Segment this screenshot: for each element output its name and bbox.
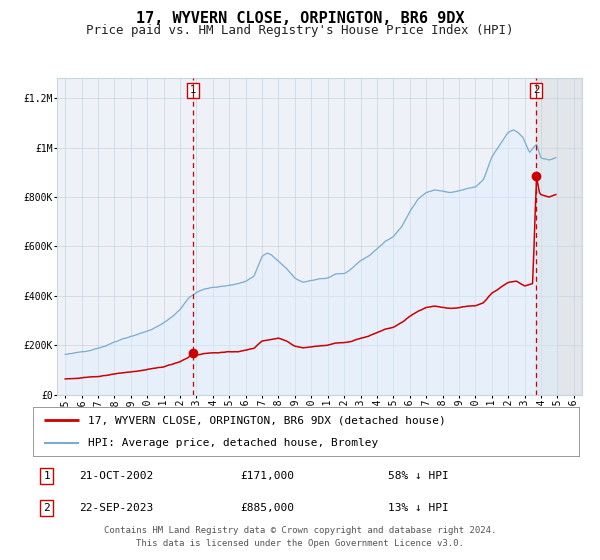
Text: Contains HM Land Registry data © Crown copyright and database right 2024.: Contains HM Land Registry data © Crown c… <box>104 526 496 535</box>
Text: 17, WYVERN CLOSE, ORPINGTON, BR6 9DX: 17, WYVERN CLOSE, ORPINGTON, BR6 9DX <box>136 11 464 26</box>
Text: 1: 1 <box>43 471 50 481</box>
Text: Price paid vs. HM Land Registry's House Price Index (HPI): Price paid vs. HM Land Registry's House … <box>86 24 514 37</box>
Text: £885,000: £885,000 <box>241 503 295 513</box>
Text: 21-OCT-2002: 21-OCT-2002 <box>79 471 154 481</box>
Text: £171,000: £171,000 <box>241 471 295 481</box>
Text: 58% ↓ HPI: 58% ↓ HPI <box>388 471 449 481</box>
Text: 13% ↓ HPI: 13% ↓ HPI <box>388 503 449 513</box>
Text: 2: 2 <box>43 503 50 513</box>
Text: 17, WYVERN CLOSE, ORPINGTON, BR6 9DX (detached house): 17, WYVERN CLOSE, ORPINGTON, BR6 9DX (de… <box>88 416 445 426</box>
Text: 1: 1 <box>190 85 196 95</box>
Bar <box>536 78 582 395</box>
Text: HPI: Average price, detached house, Bromley: HPI: Average price, detached house, Brom… <box>88 438 378 448</box>
Text: 2: 2 <box>533 85 540 95</box>
Text: 22-SEP-2023: 22-SEP-2023 <box>79 503 154 513</box>
Text: This data is licensed under the Open Government Licence v3.0.: This data is licensed under the Open Gov… <box>136 539 464 548</box>
